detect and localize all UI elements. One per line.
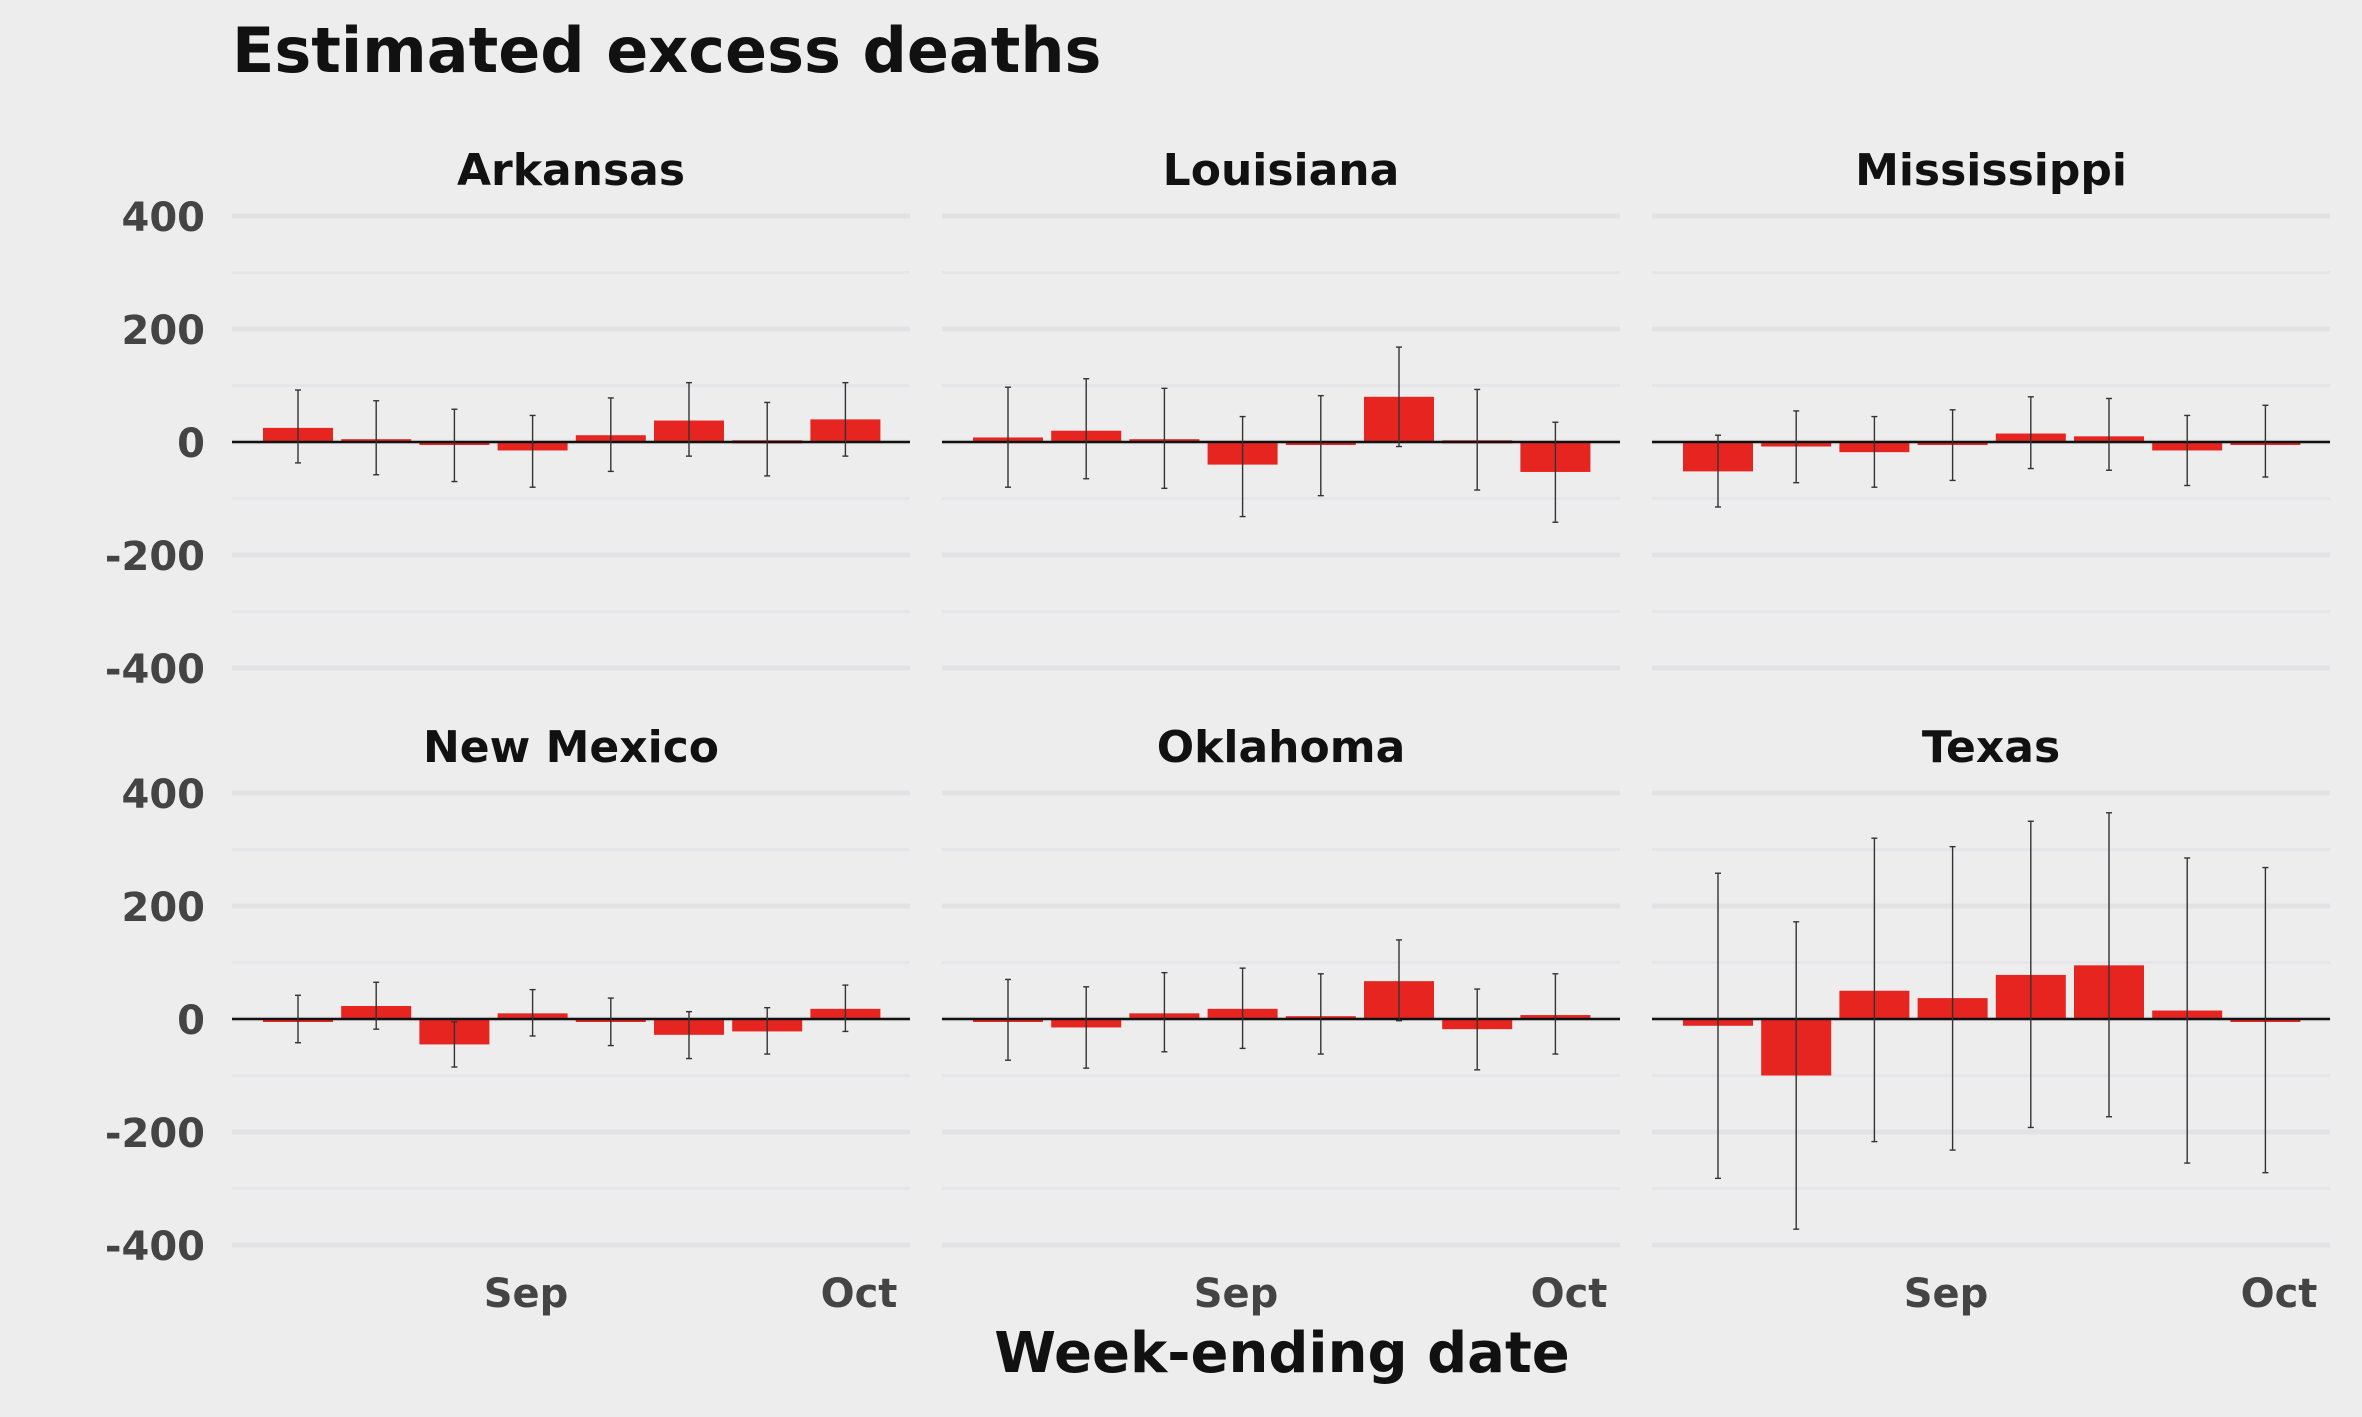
x-tick-label: Oct	[821, 1271, 898, 1317]
error-bar	[451, 1021, 458, 1068]
x-tick-label: Sep	[484, 1271, 569, 1317]
x-tick-label: Sep	[1904, 1271, 1989, 1317]
error-bar	[842, 381, 849, 457]
error-bar	[1871, 415, 1878, 488]
error-bar	[1715, 872, 1721, 1180]
error-bar	[1474, 988, 1481, 1071]
panel-oklahoma: Oklahoma Sep Oct	[942, 722, 1620, 1317]
error-bar	[1949, 845, 1956, 1151]
panel-title: Texas	[1922, 722, 2060, 773]
y-tick-label: -200	[105, 534, 205, 580]
y-tick-label: -400	[105, 1224, 205, 1270]
error-bar	[764, 401, 771, 477]
error-bar	[1949, 409, 1956, 482]
panel-louisiana: Louisiana	[942, 145, 1620, 671]
error-bar	[2106, 397, 2112, 471]
chart-title: Estimated excess deaths	[232, 14, 1101, 87]
error-bar	[1396, 346, 1402, 448]
error-bar	[842, 984, 849, 1033]
panel-title: Arkansas	[457, 145, 685, 196]
error-bar	[295, 994, 301, 1044]
error-bar	[2027, 396, 2034, 470]
error-bar	[295, 389, 301, 464]
error-bar	[1793, 410, 1800, 484]
error-bar	[2106, 812, 2112, 1118]
error-bar	[1552, 973, 1559, 1055]
error-bar	[686, 1010, 692, 1060]
error-bar	[2262, 866, 2269, 1174]
error-bar	[2262, 404, 2269, 478]
y-tick-label: -200	[105, 1111, 205, 1157]
y-tick-label: 200	[122, 308, 206, 354]
error-bar	[451, 408, 458, 483]
chart-panels: Arkansas -400 -200 0 200 400 Louisiana Mississi…	[105, 145, 2330, 1317]
y-tick-label: 400	[122, 195, 206, 241]
x-tick-label: Sep	[1194, 1271, 1279, 1317]
y-tick-label: 400	[122, 772, 206, 818]
panel-title: New Mexico	[423, 722, 719, 773]
x-tick-label: Oct	[2241, 1271, 2318, 1317]
error-bar	[373, 981, 380, 1030]
x-tick-label: Oct	[1531, 1271, 1608, 1317]
error-bar	[1871, 837, 1878, 1143]
error-bar	[1161, 387, 1168, 490]
x-axis-label: Week-ending date	[994, 1321, 1569, 1386]
error-bar	[686, 381, 692, 457]
panel-texas: Texas Sep Oct	[1652, 722, 2330, 1317]
error-bar	[1317, 973, 1324, 1055]
panel-new-mexico: New Mexico -400 -200 0 200 400 Sep Oct	[105, 722, 910, 1317]
panel-mississippi: Mississippi	[1652, 145, 2330, 671]
panel-arkansas: Arkansas -400 -200 0 200 400	[105, 145, 910, 693]
error-bar	[2184, 857, 2191, 1164]
error-bar	[607, 997, 614, 1047]
error-bar	[1552, 421, 1559, 523]
error-bar	[764, 1007, 771, 1055]
error-bar	[2027, 820, 2034, 1129]
panel-title: Oklahoma	[1157, 722, 1406, 773]
error-bar	[1083, 378, 1090, 480]
error-bar	[529, 988, 536, 1037]
error-bar	[1239, 967, 1246, 1050]
panel-title: Louisiana	[1163, 145, 1400, 196]
y-tick-label: 0	[177, 421, 205, 467]
y-tick-label: 0	[177, 998, 205, 1044]
error-bar	[1005, 978, 1011, 1061]
error-bar	[1715, 434, 1721, 508]
error-bar	[1396, 939, 1402, 1022]
error-bar	[607, 397, 614, 473]
y-tick-label: -400	[105, 647, 205, 693]
error-bar	[1239, 415, 1246, 518]
error-bar	[1005, 386, 1011, 488]
y-tick-label: 200	[122, 885, 206, 931]
error-bar	[1083, 986, 1090, 1069]
error-bar	[1161, 971, 1168, 1053]
error-bar	[1474, 388, 1481, 491]
error-bar	[1317, 394, 1324, 497]
error-bar	[2184, 414, 2191, 487]
error-bar	[1793, 921, 1800, 1230]
panel-title: Mississippi	[1855, 145, 2127, 196]
error-bar	[529, 414, 536, 488]
error-bar	[373, 400, 380, 476]
